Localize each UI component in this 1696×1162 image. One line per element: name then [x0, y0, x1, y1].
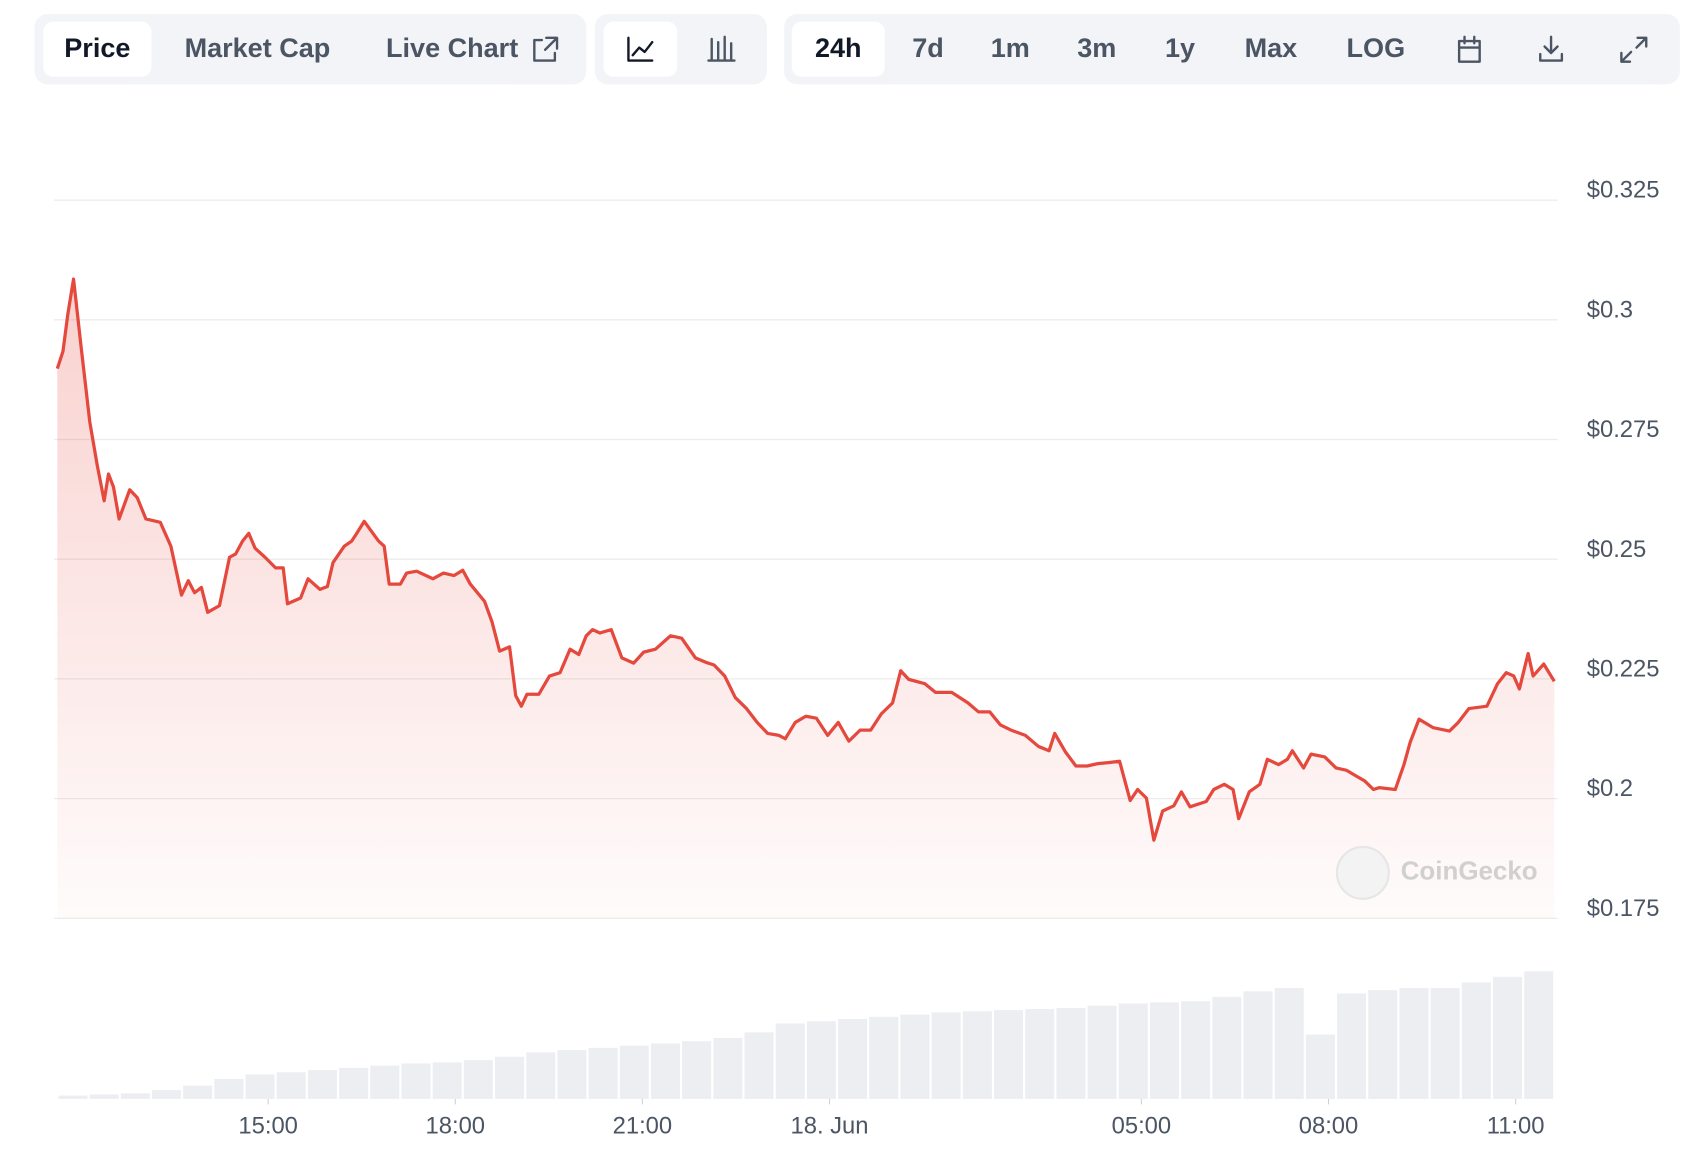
volume-bar — [1118, 1003, 1148, 1099]
volume-bar — [962, 1011, 992, 1099]
fullscreen-button[interactable] — [1620, 36, 1648, 63]
volume-bar — [276, 1072, 306, 1099]
volume-bar — [682, 1041, 712, 1099]
active-range — [791, 21, 885, 77]
x-tick-label: 18. Jun — [791, 1112, 869, 1139]
range-button[interactable]: 7d — [912, 33, 944, 63]
volume-bar — [526, 1052, 556, 1099]
volume-bar — [869, 1016, 899, 1099]
volume-bar — [401, 1063, 431, 1099]
range-button[interactable]: 1m — [991, 33, 1030, 63]
external-link-icon — [533, 36, 559, 62]
x-tick-label: 05:00 — [1112, 1112, 1172, 1139]
y-tick-label: $0.225 — [1587, 656, 1660, 683]
volume-bar — [1305, 1034, 1335, 1099]
calendar-button[interactable] — [1457, 35, 1481, 63]
volume-bar — [900, 1014, 930, 1099]
volume-bar — [183, 1085, 213, 1099]
range-button[interactable]: 3m — [1077, 33, 1116, 63]
volume-bar — [1149, 1002, 1179, 1099]
volume-bar — [1181, 1001, 1211, 1099]
volume-bar — [1368, 990, 1398, 1099]
volume-bar — [1337, 993, 1367, 1099]
volume-bar — [713, 1037, 743, 1099]
x-tick-label: 15:00 — [238, 1112, 298, 1139]
volume-bar — [838, 1019, 868, 1099]
volume-bar — [1461, 982, 1491, 1099]
x-tick-label: 11:00 — [1487, 1112, 1545, 1139]
volume-bar — [650, 1043, 680, 1099]
active-tab — [43, 21, 152, 77]
range-group — [784, 14, 1680, 85]
y-tick-label: $0.325 — [1587, 177, 1660, 204]
tab-group — [34, 14, 587, 85]
volume-bar — [775, 1023, 805, 1099]
volume-bar — [1274, 987, 1304, 1099]
candlestick-button[interactable] — [707, 35, 736, 62]
volume-bar — [1087, 1005, 1117, 1099]
y-tick-label: $0.3 — [1587, 296, 1633, 323]
range-button[interactable]: Max — [1245, 33, 1298, 63]
volume-bar — [495, 1056, 525, 1099]
tab-button[interactable]: Market Cap — [185, 33, 331, 63]
y-tick-label: $0.25 — [1587, 536, 1647, 563]
tab-button[interactable]: Live Chart — [386, 33, 518, 63]
volume-bar — [432, 1062, 462, 1099]
volume-bar — [806, 1021, 836, 1099]
tab-button[interactable]: Price — [64, 33, 130, 63]
volume-bar — [463, 1060, 493, 1099]
price-line — [55, 277, 1556, 842]
volume-bar — [245, 1074, 275, 1099]
volume-bar — [151, 1090, 181, 1099]
volume-bar — [1243, 991, 1273, 1099]
volume-bar — [1430, 987, 1460, 1099]
line-chart-button[interactable] — [627, 36, 654, 62]
volume-bar — [931, 1012, 961, 1099]
x-tick-label: 21:00 — [613, 1112, 673, 1139]
volume-bar — [1212, 996, 1242, 1099]
volume-bar — [307, 1070, 337, 1099]
volume-bar — [214, 1078, 244, 1099]
volume-bar — [339, 1067, 369, 1099]
y-tick-label: $0.175 — [1587, 895, 1660, 922]
volume-bar — [1524, 971, 1554, 1099]
log-button[interactable]: LOG — [1347, 33, 1406, 63]
watermark-logo — [1335, 845, 1390, 900]
volume-bar — [619, 1045, 649, 1099]
volume-bar — [1025, 1009, 1055, 1099]
watermark: CoinGecko — [1401, 858, 1538, 886]
range-button[interactable]: 1y — [1165, 33, 1195, 63]
range-button[interactable]: 24h — [815, 33, 862, 63]
volume-bar — [588, 1047, 618, 1099]
y-tick-label: $0.2 — [1587, 775, 1633, 802]
volume-bar — [1056, 1007, 1086, 1099]
volume-bar — [58, 1095, 88, 1099]
download-button[interactable] — [1539, 35, 1564, 62]
volume-bar — [89, 1094, 119, 1099]
volume-bar — [1493, 976, 1523, 1099]
volume-bar — [744, 1032, 774, 1099]
volume-bar — [1399, 987, 1429, 1099]
x-tick-label: 08:00 — [1299, 1112, 1359, 1139]
area — [57, 279, 1555, 919]
volume-bar — [370, 1065, 400, 1099]
x-tick-label: 18:00 — [426, 1112, 486, 1139]
y-tick-label: $0.275 — [1587, 416, 1660, 443]
volume-bar — [557, 1050, 587, 1099]
volume-bar — [120, 1093, 150, 1099]
volume-bar — [994, 1010, 1024, 1099]
